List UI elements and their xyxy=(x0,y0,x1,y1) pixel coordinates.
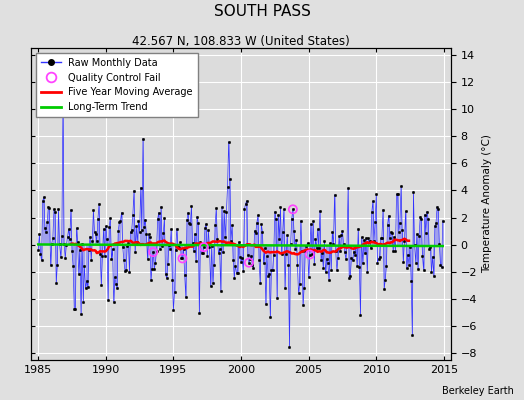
Raw Monthly Data xyxy=(286,345,292,350)
Raw Monthly Data xyxy=(213,206,220,211)
Text: Berkeley Earth: Berkeley Earth xyxy=(442,386,514,396)
Quality Control Fail xyxy=(305,251,314,258)
Five Year Moving Average xyxy=(294,252,301,257)
Quality Control Fail xyxy=(178,255,187,262)
Raw Monthly Data xyxy=(177,240,183,245)
Five Year Moving Average xyxy=(215,239,222,244)
Raw Monthly Data xyxy=(170,307,177,312)
Long-Term Trend xyxy=(212,243,219,248)
Line: Raw Monthly Data: Raw Monthly Data xyxy=(37,98,444,348)
Long-Term Trend xyxy=(417,244,423,248)
Quality Control Fail xyxy=(200,244,208,250)
Five Year Moving Average xyxy=(204,241,210,246)
Long-Term Trend xyxy=(85,242,91,247)
Five Year Moving Average xyxy=(335,247,341,252)
Y-axis label: Temperature Anomaly (°C): Temperature Anomaly (°C) xyxy=(483,134,493,274)
Long-Term Trend xyxy=(440,244,446,248)
Raw Monthly Data xyxy=(419,254,425,258)
Line: Long-Term Trend: Long-Term Trend xyxy=(38,244,443,246)
Raw Monthly Data xyxy=(157,246,163,251)
Five Year Moving Average xyxy=(401,236,408,241)
Raw Monthly Data xyxy=(35,247,41,252)
Legend: Raw Monthly Data, Quality Control Fail, Five Year Moving Average, Long-Term Tren: Raw Monthly Data, Quality Control Fail, … xyxy=(36,53,198,117)
Five Year Moving Average xyxy=(406,238,412,243)
Line: Five Year Moving Average: Five Year Moving Average xyxy=(71,239,409,254)
Five Year Moving Average xyxy=(300,249,306,254)
Raw Monthly Data xyxy=(86,248,92,252)
Quality Control Fail xyxy=(289,206,297,212)
Long-Term Trend xyxy=(176,243,182,248)
Long-Term Trend xyxy=(169,242,176,247)
Long-Term Trend xyxy=(35,242,41,247)
Raw Monthly Data xyxy=(440,218,446,223)
Title: 42.567 N, 108.833 W (United States): 42.567 N, 108.833 W (United States) xyxy=(132,35,350,48)
Long-Term Trend xyxy=(156,242,162,247)
Raw Monthly Data xyxy=(60,96,66,101)
Five Year Moving Average xyxy=(68,242,74,246)
Text: SOUTH PASS: SOUTH PASS xyxy=(214,4,310,19)
Quality Control Fail xyxy=(245,260,253,266)
Five Year Moving Average xyxy=(382,242,388,246)
Quality Control Fail xyxy=(149,249,157,255)
Five Year Moving Average xyxy=(354,245,361,250)
